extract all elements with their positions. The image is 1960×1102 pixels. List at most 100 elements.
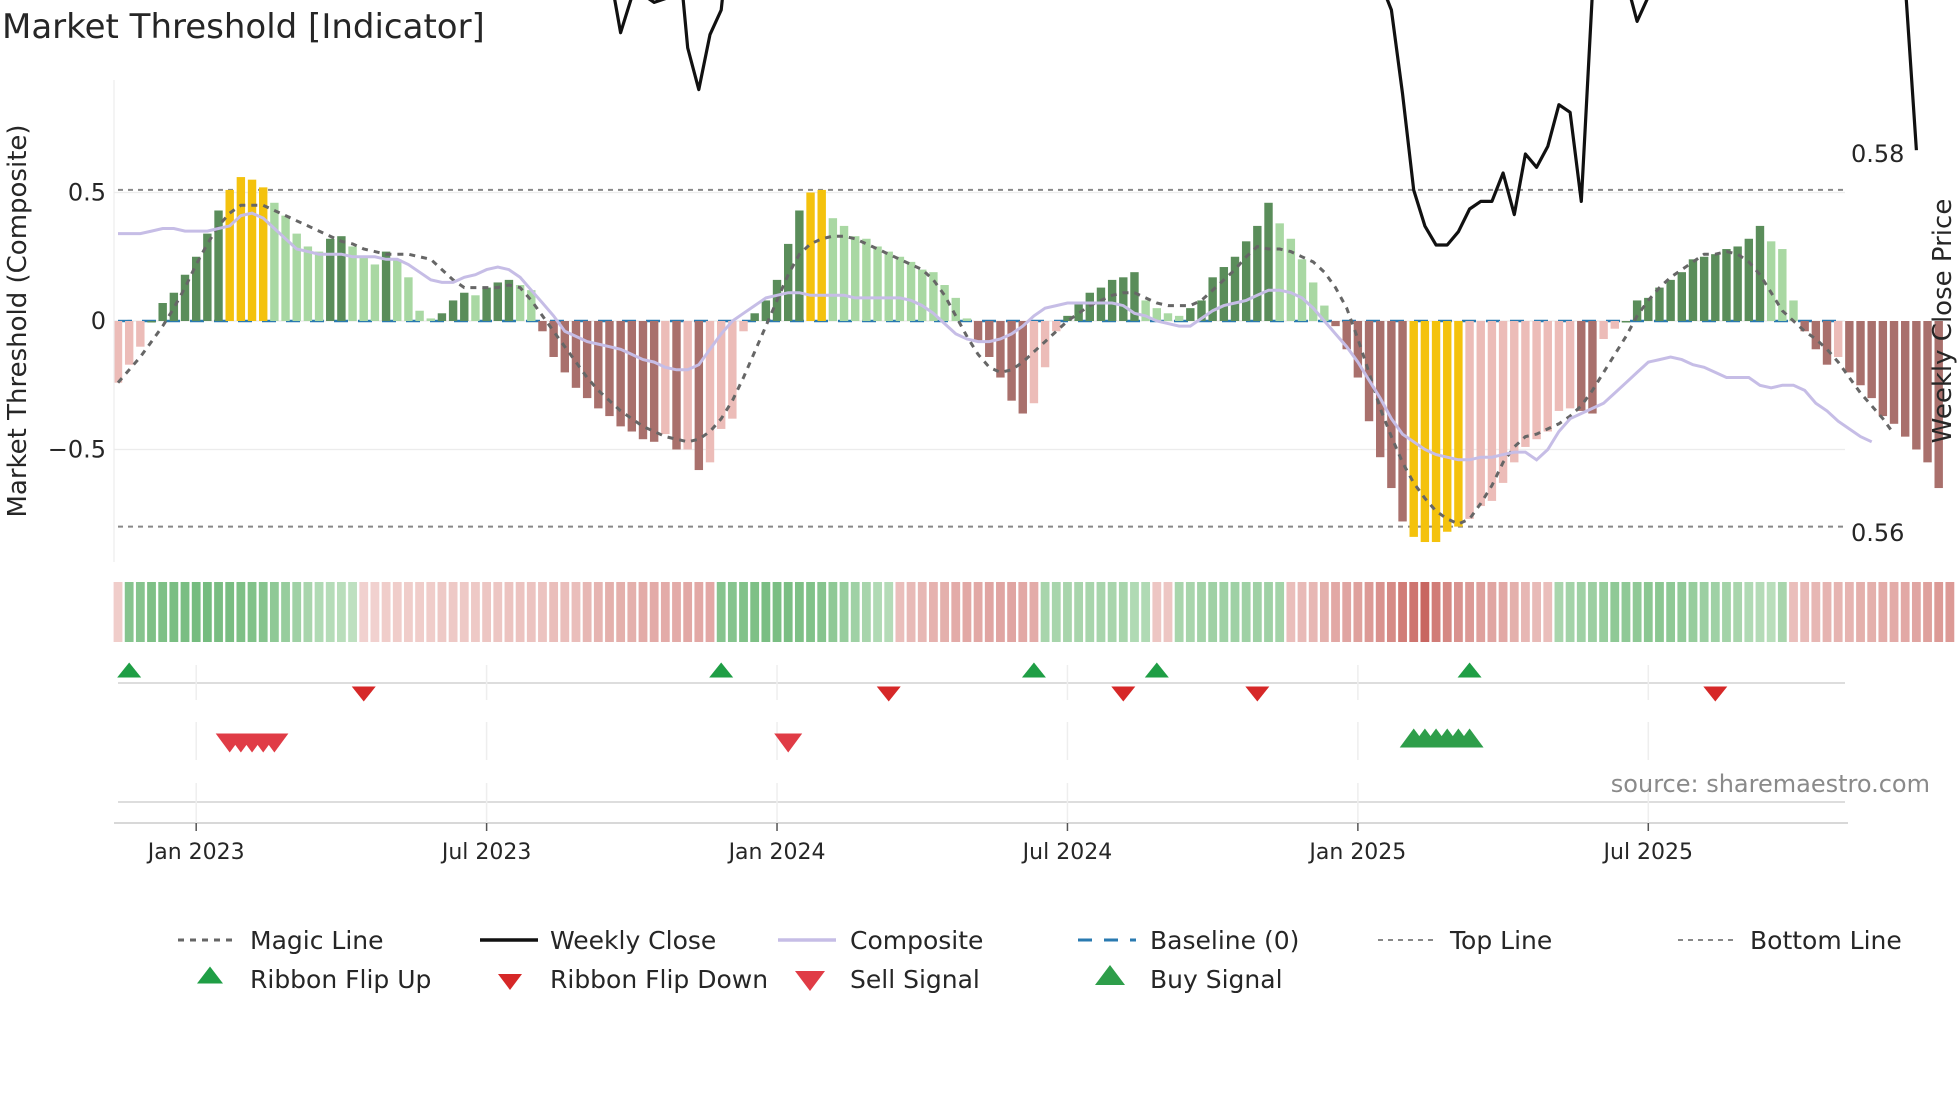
- ribbon-cell: [404, 582, 413, 642]
- ribbon-cell: [582, 582, 592, 642]
- composite-bar: [1901, 321, 1910, 437]
- ribbon-cell: [1465, 582, 1474, 642]
- composite-bar: [1443, 321, 1452, 532]
- composite-bar: [1398, 321, 1407, 522]
- ribbon-cell: [1386, 582, 1396, 642]
- ribbon-cell: [1945, 582, 1955, 642]
- composite-bar: [1934, 321, 1943, 489]
- composite-bar: [259, 187, 268, 321]
- composite-bar: [795, 210, 804, 321]
- composite-bar: [504, 279, 514, 321]
- ribbon-cell: [169, 582, 179, 642]
- composite-bar: [1733, 246, 1742, 321]
- ribbon-cell: [772, 582, 782, 642]
- ribbon-cell: [292, 582, 302, 642]
- ribbon-cell: [1710, 582, 1720, 642]
- composite-bar: [1923, 321, 1932, 463]
- ribbon-cell: [1163, 582, 1173, 642]
- composite-bar: [404, 277, 413, 321]
- ribbon-cell: [1565, 582, 1575, 642]
- ribbon-cell: [1152, 582, 1162, 642]
- ribbon-cell: [1063, 582, 1072, 642]
- composite-bar: [1789, 300, 1798, 321]
- composite-bar: [1029, 321, 1039, 404]
- composite-bar: [1052, 321, 1061, 332]
- composite-bar: [1845, 321, 1854, 373]
- ribbon-cell: [940, 582, 949, 642]
- composite-bar: [638, 321, 648, 440]
- legend-label: Composite: [850, 926, 983, 955]
- ribbon-cell: [638, 582, 648, 642]
- sell-signal-marker: [774, 733, 803, 753]
- ribbon-cell: [1844, 582, 1854, 642]
- composite-bar: [951, 297, 960, 321]
- composite-bar: [381, 251, 391, 321]
- ribbon-flip-up-marker: [709, 662, 734, 678]
- ribbon-cell: [1040, 582, 1050, 642]
- composite-bar: [1376, 321, 1385, 458]
- composite-bar: [1387, 321, 1396, 489]
- composite-bars: [113, 177, 1943, 543]
- right-y-axis-ticks: 0.640.620.600.580.56: [1851, 140, 1904, 547]
- x-tick-label: Jul 2023: [440, 840, 532, 865]
- legend-item-flipup: Ribbon Flip Up: [197, 965, 431, 994]
- legend-item-close: Weekly Close: [480, 926, 716, 955]
- ribbon-cell: [549, 582, 559, 642]
- ribbon-cell: [962, 582, 972, 642]
- legend-label: Ribbon Flip Up: [250, 965, 431, 994]
- ribbon-cell: [1755, 582, 1765, 642]
- composite-bar: [1119, 277, 1128, 321]
- ribbon-cell: [1655, 582, 1664, 642]
- composite-bar: [1107, 279, 1117, 321]
- right-y-tick-label: 0.58: [1851, 140, 1904, 168]
- ribbon-cell: [471, 582, 480, 642]
- ribbon-cell: [694, 582, 704, 642]
- composite-bar: [1655, 287, 1664, 321]
- ribbon-cell: [225, 582, 235, 642]
- composite-bar: [784, 243, 793, 321]
- ribbon-cell: [1576, 582, 1586, 642]
- composite-bar: [1420, 321, 1430, 543]
- composite-bar: [1208, 277, 1217, 321]
- ribbon-cell: [1900, 582, 1910, 642]
- ribbon-cell: [884, 582, 894, 642]
- composite-bar: [1454, 321, 1463, 527]
- ribbon-cell: [1342, 582, 1352, 642]
- legend-item-bottom: Bottom Line: [1678, 926, 1902, 955]
- ribbon-cell: [1610, 582, 1620, 642]
- composite-bar: [1230, 256, 1240, 321]
- ribbon-cell: [705, 582, 715, 642]
- ribbon-cell: [337, 582, 346, 642]
- ribbon-cell: [1588, 582, 1597, 642]
- ribbon-cell: [794, 582, 804, 642]
- composite-bar: [1320, 305, 1329, 321]
- composite-bar: [716, 321, 726, 429]
- composite-bar: [605, 321, 614, 417]
- ribbon-cell: [314, 582, 324, 642]
- composite-bar: [1565, 321, 1575, 409]
- ribbon-cell: [526, 582, 536, 642]
- ribbon-cell: [828, 582, 838, 642]
- ribbon-cell: [113, 582, 123, 642]
- ribbon-cell: [504, 582, 514, 642]
- ribbon-cell: [1621, 582, 1631, 642]
- ribbon-cell: [1029, 582, 1039, 642]
- composite-bar: [1621, 321, 1631, 323]
- legend-item-flipdown: Ribbon Flip Down: [498, 965, 768, 994]
- right-y-axis-label: Weekly Close Price: [1928, 199, 1958, 444]
- composite-bar: [448, 300, 458, 321]
- ribbon-cell: [1889, 582, 1899, 642]
- composite-bar: [549, 321, 558, 357]
- composite-bar: [1331, 321, 1340, 327]
- composite-bar: [672, 321, 681, 450]
- ribbon-flip-down-marker: [1245, 686, 1270, 702]
- reference-lines: [118, 188, 1845, 528]
- ribbon-cell: [839, 582, 849, 642]
- ribbon-cell: [761, 582, 771, 642]
- ribbon-cell: [459, 582, 469, 642]
- ribbon-cell: [1777, 582, 1787, 642]
- ribbon-cell: [627, 582, 637, 642]
- ribbon-cell: [605, 582, 614, 642]
- ribbon-flip-up-marker: [1457, 662, 1482, 678]
